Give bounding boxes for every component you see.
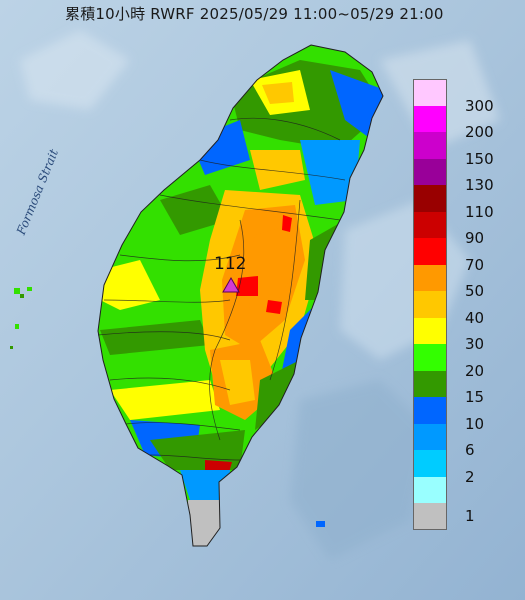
legend-swatch bbox=[413, 450, 447, 477]
legend-label: 50 bbox=[465, 282, 485, 300]
legend-swatch bbox=[413, 132, 447, 159]
legend-swatch bbox=[413, 476, 447, 503]
county-boundaries bbox=[97, 117, 346, 461]
max-rainfall-triangle-icon bbox=[222, 276, 240, 293]
legend-label: 200 bbox=[465, 123, 494, 141]
legend-swatch bbox=[413, 397, 447, 424]
legend-label: 10 bbox=[465, 414, 485, 433]
legend-label: 300 bbox=[465, 96, 494, 115]
legend-swatch bbox=[413, 158, 447, 185]
legend-swatch bbox=[413, 105, 447, 132]
legend-label: 6 bbox=[465, 441, 475, 459]
legend-swatch bbox=[413, 264, 447, 291]
offshore-islands bbox=[10, 287, 325, 527]
legend-swatch bbox=[413, 503, 447, 530]
taiwan-coastline bbox=[97, 44, 384, 547]
legend-swatch bbox=[413, 317, 447, 344]
legend-swatch bbox=[413, 211, 447, 238]
legend-label: 30 bbox=[465, 335, 485, 353]
legend-swatch bbox=[413, 238, 447, 265]
legend-label: 1 bbox=[465, 507, 475, 525]
legend-label: 40 bbox=[465, 308, 485, 327]
legend-swatch bbox=[413, 370, 447, 397]
legend-label: 20 bbox=[465, 361, 485, 380]
legend-label: 150 bbox=[465, 149, 494, 168]
legend-label: 2 bbox=[465, 467, 475, 486]
legend-label: 130 bbox=[465, 176, 494, 194]
legend-label: 110 bbox=[465, 202, 494, 221]
legend-label: 70 bbox=[465, 255, 485, 274]
legend-swatch bbox=[413, 79, 447, 106]
legend-swatch bbox=[413, 423, 447, 450]
max-rainfall-value: 112 bbox=[214, 254, 247, 274]
legend-swatch bbox=[413, 344, 447, 371]
legend-label: 90 bbox=[465, 229, 485, 247]
legend-swatch bbox=[413, 291, 447, 318]
legend-swatch bbox=[413, 185, 447, 212]
rainfall-fields bbox=[100, 60, 383, 546]
map-title: 累積10小時 RWRF 2025/05/29 11:00~05/29 21:00 bbox=[65, 5, 444, 23]
legend-label: 15 bbox=[465, 388, 485, 406]
